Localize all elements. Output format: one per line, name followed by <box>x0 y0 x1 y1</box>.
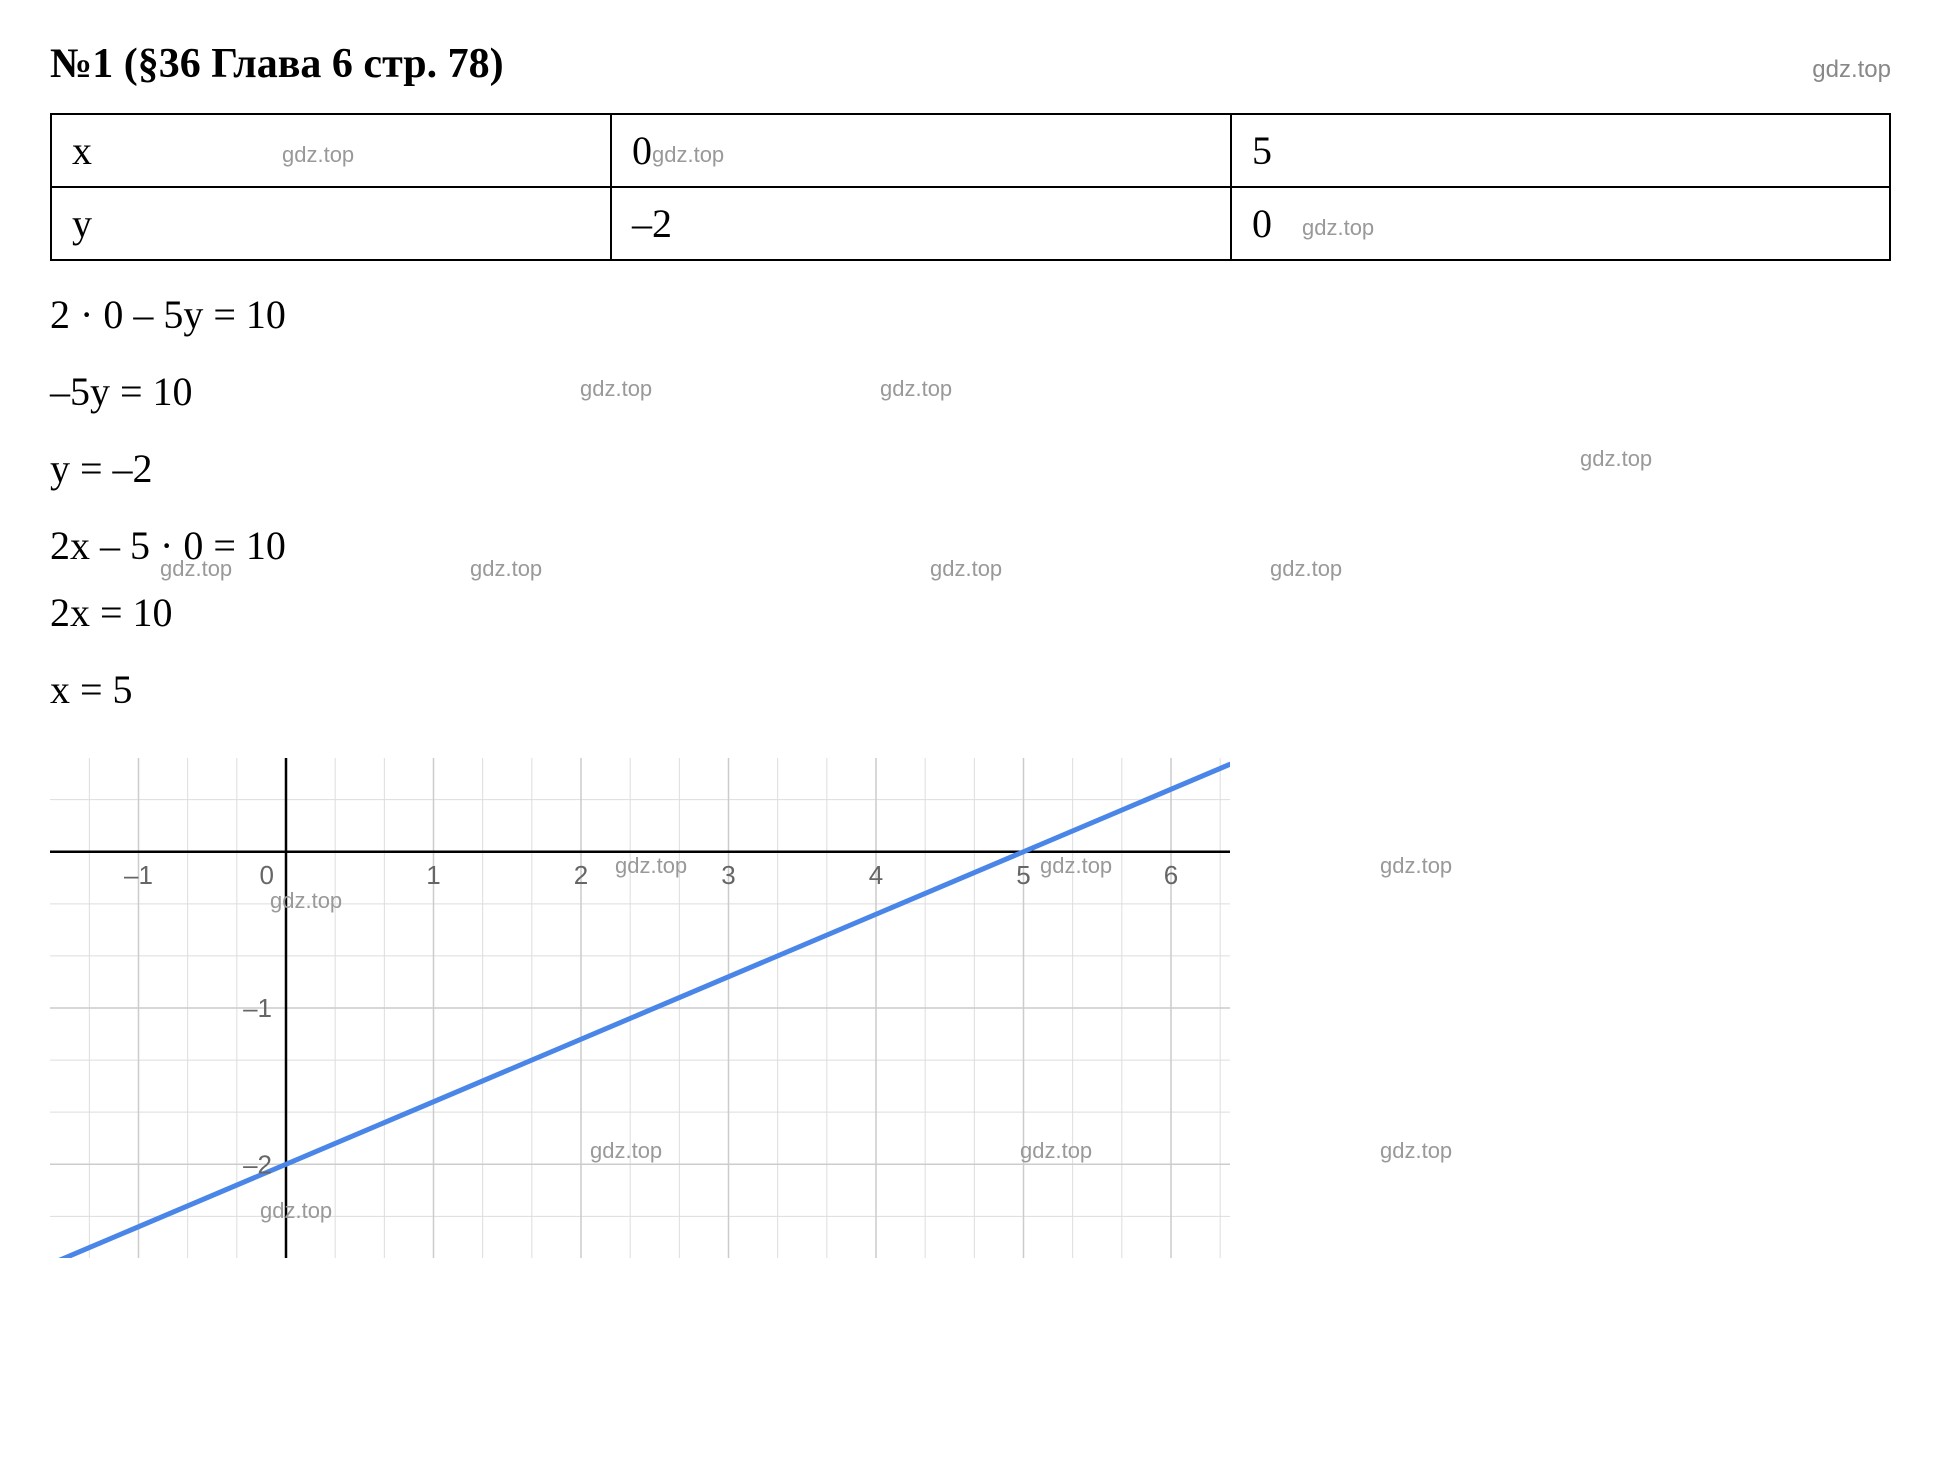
equation-watermark: gdz.top <box>1270 556 1342 582</box>
chart-watermark: gdz.top <box>1380 1138 1452 1164</box>
equation-line: x = 5 <box>50 651 1650 728</box>
equations-block: 2 · 0 – 5y = 10 –5y = 10 gdz.top gdz.top… <box>50 276 1650 728</box>
equation-text: 2x – 5 · 0 = 10 <box>50 522 450 569</box>
cell-watermark: gdz.top <box>1302 215 1374 240</box>
cell-x-val1: 0gdz.top <box>611 114 1231 187</box>
equation-line: 2x = 10 <box>50 584 1650 651</box>
chart-watermark: gdz.top <box>260 1198 332 1224</box>
svg-text:4: 4 <box>869 860 883 890</box>
svg-text:0: 0 <box>260 860 274 890</box>
cell-text: –2 <box>632 201 672 246</box>
equation-line: y = –2 <box>50 430 1650 507</box>
svg-text:3: 3 <box>721 860 735 890</box>
equation-line: –5y = 10 <box>50 353 1650 430</box>
chart-watermark: gdz.top <box>1380 853 1452 879</box>
equation-text: –5y = 10 <box>50 368 450 415</box>
line-chart: –1 0 1 2 3 4 5 6 –1 –2 <box>50 758 1230 1258</box>
chart-watermark: gdz.top <box>615 853 687 879</box>
equation-line: 2 · 0 – 5y = 10 <box>50 276 1650 353</box>
equation-watermark: gdz.top <box>470 556 542 582</box>
equation-watermark: gdz.top <box>580 376 652 402</box>
svg-text:5: 5 <box>1016 860 1030 890</box>
cell-text: 0 <box>1252 201 1272 246</box>
cell-y-val1: –2 <box>611 187 1231 260</box>
chart-watermark: gdz.top <box>1040 853 1112 879</box>
equation-line: 2x – 5 · 0 = 10 <box>50 507 1650 584</box>
cell-x-val2: 5 <box>1231 114 1890 187</box>
header-watermark: gdz.top <box>1812 56 1891 84</box>
chart-svg: –1 0 1 2 3 4 5 6 –1 –2 <box>50 758 1230 1258</box>
values-table: x gdz.top 0gdz.top 5 y –2 0 gdz.top <box>50 113 1891 261</box>
svg-text:1: 1 <box>426 860 440 890</box>
cell-watermark: gdz.top <box>282 142 354 167</box>
cell-text: 5 <box>1252 128 1272 173</box>
cell-x-label: x gdz.top <box>51 114 611 187</box>
cell-text: y <box>72 201 92 246</box>
cell-watermark: gdz.top <box>652 142 724 167</box>
equation-text: y = –2 <box>50 445 450 492</box>
chart-watermark: gdz.top <box>1020 1138 1092 1164</box>
svg-text:–1: –1 <box>243 993 272 1023</box>
cell-y-val2: 0 gdz.top <box>1231 187 1890 260</box>
svg-text:2: 2 <box>574 860 588 890</box>
cell-y-label: y <box>51 187 611 260</box>
equation-text: 2x = 10 <box>50 589 450 636</box>
svg-text:6: 6 <box>1164 860 1178 890</box>
svg-text:–2: –2 <box>243 1149 272 1179</box>
table-row: y –2 0 gdz.top <box>51 187 1890 260</box>
equation-watermark: gdz.top <box>1580 446 1652 472</box>
equation-watermark: gdz.top <box>930 556 1002 582</box>
equation-text: 2 · 0 – 5y = 10 <box>50 291 450 338</box>
page-header: №1 (§36 Глава 6 стр. 78) gdz.top <box>50 40 1891 88</box>
cell-text: x <box>72 128 92 173</box>
cell-text: 0 <box>632 128 652 173</box>
svg-text:–1: –1 <box>124 860 153 890</box>
equation-watermark: gdz.top <box>880 376 952 402</box>
table-row: x gdz.top 0gdz.top 5 <box>51 114 1890 187</box>
equation-text: x = 5 <box>50 666 450 713</box>
page-title: №1 (§36 Глава 6 стр. 78) <box>50 40 504 88</box>
chart-watermark: gdz.top <box>590 1138 662 1164</box>
chart-watermark: gdz.top <box>270 888 342 914</box>
equation-watermark: gdz.top <box>160 556 232 582</box>
chart-container: –1 0 1 2 3 4 5 6 –1 –2 gdz.top gdz.top gdz.top gd… <box>50 758 1850 1288</box>
